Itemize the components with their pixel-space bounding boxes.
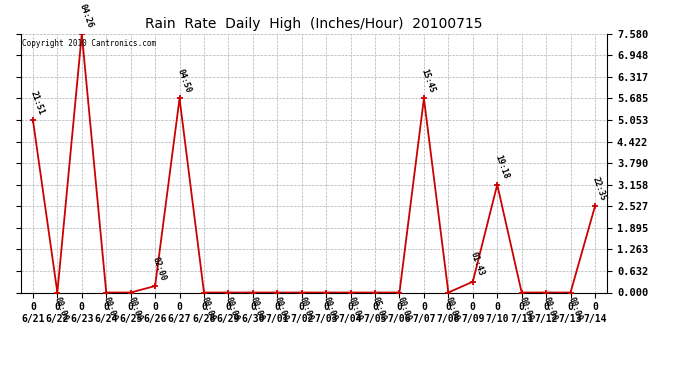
Text: 00:00: 00:00 xyxy=(542,295,559,322)
Text: 19:18: 19:18 xyxy=(493,154,510,180)
Text: 00:00: 00:00 xyxy=(395,295,412,322)
Text: 00:00: 00:00 xyxy=(566,295,583,322)
Text: 00:00: 00:00 xyxy=(297,295,315,322)
Text: 00:00: 00:00 xyxy=(518,295,534,322)
Text: 21:51: 21:51 xyxy=(28,89,46,116)
Text: 00:00: 00:00 xyxy=(346,295,363,322)
Text: 00:00: 00:00 xyxy=(199,295,217,322)
Text: 00:00: 00:00 xyxy=(273,295,290,322)
Text: 22:35: 22:35 xyxy=(591,176,608,202)
Title: Rain  Rate  Daily  High  (Inches/Hour)  20100715: Rain Rate Daily High (Inches/Hour) 20100… xyxy=(145,17,483,31)
Text: 02:00: 02:00 xyxy=(151,255,168,282)
Text: 00:00: 00:00 xyxy=(444,295,461,322)
Text: 15:45: 15:45 xyxy=(420,68,437,94)
Text: 00:00: 00:00 xyxy=(53,295,70,322)
Text: 05:00: 05:00 xyxy=(371,295,388,322)
Text: Copyright 2010 Cantronics.com: Copyright 2010 Cantronics.com xyxy=(22,39,156,48)
Text: 00:00: 00:00 xyxy=(102,295,119,322)
Text: 01:43: 01:43 xyxy=(469,251,486,278)
Text: 00:00: 00:00 xyxy=(224,295,241,322)
Text: 04:26: 04:26 xyxy=(77,3,95,30)
Text: 00:00: 00:00 xyxy=(322,295,339,322)
Text: 04:50: 04:50 xyxy=(175,68,193,94)
Text: 00:00: 00:00 xyxy=(126,295,144,322)
Text: 00:00: 00:00 xyxy=(248,295,266,322)
